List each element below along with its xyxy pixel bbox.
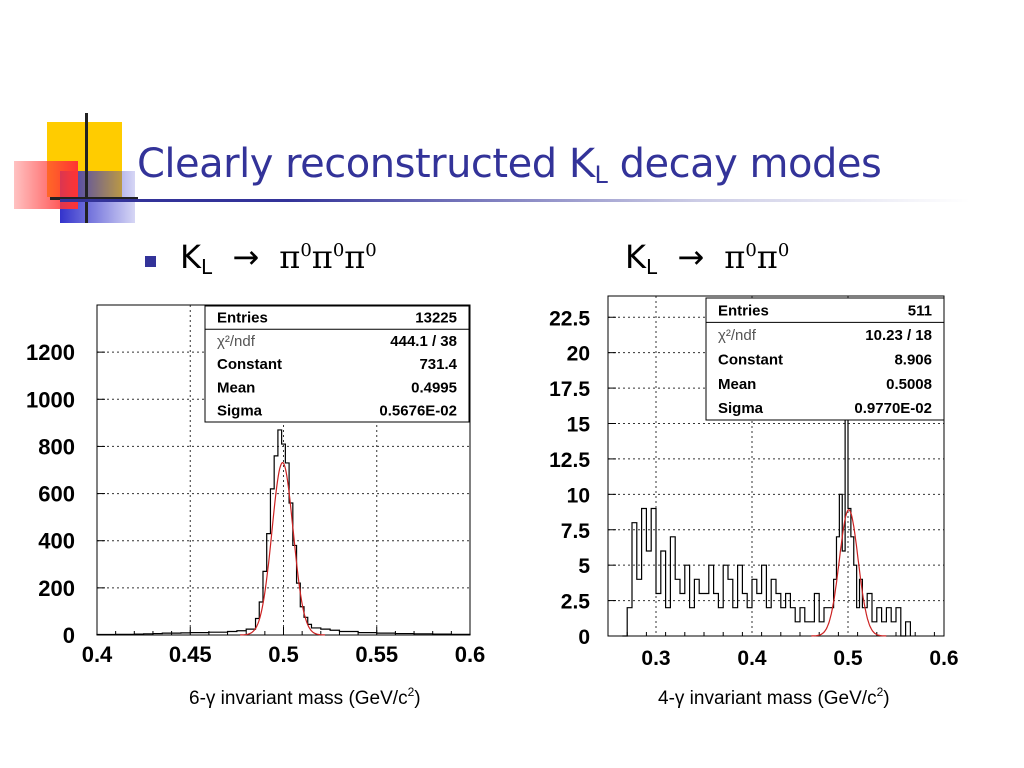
y-tick-label: 800	[38, 434, 75, 459]
y-tick-label: 600	[38, 482, 75, 507]
gaussian-fit-curve	[240, 461, 325, 636]
histogram-bins	[96, 429, 471, 636]
stats-label: Sigma	[217, 403, 263, 420]
stats-box	[204, 305, 470, 423]
histogram-bins	[622, 380, 911, 637]
bullet-marker	[145, 256, 156, 267]
stats-value: 10.23 / 18	[865, 327, 932, 344]
y-tick-label: 1200	[26, 340, 75, 365]
y-tick-label: 5	[578, 555, 590, 578]
stats-value: 731.4	[419, 356, 457, 373]
stats-label: χ²/ndf	[217, 333, 256, 350]
x-tick-label: 0.5	[833, 647, 863, 670]
decor-horizontal-line	[50, 197, 138, 200]
right-x-axis-caption: 4-γ invariant mass (GeV/c2)	[658, 685, 890, 709]
plot-frame	[607, 295, 945, 637]
y-tick-label: 400	[38, 529, 75, 554]
stats-value: 8.906	[894, 351, 932, 368]
y-tick-label: 0	[578, 626, 590, 649]
y-tick-label: 1000	[26, 387, 75, 412]
stats-box	[705, 297, 945, 421]
x-tick-label: 0.6	[929, 647, 958, 670]
y-tick-label: 15	[567, 414, 591, 437]
x-tick-label: 0.55	[355, 642, 398, 667]
stats-value: 444.1 / 38	[390, 333, 457, 350]
left-decay-heading: KL → π0π0π0	[180, 238, 377, 279]
x-tick-label: 0.5	[268, 642, 299, 667]
y-tick-label: 7.5	[561, 520, 591, 543]
y-tick-label: 0	[63, 623, 75, 648]
histogram-left: 0.4 0.45 0.5 0.55 0.6 0 200 400 600 800 1000 1200 En…	[26, 304, 486, 667]
y-tick-label: 17.5	[549, 378, 590, 401]
y-tick-label: 12.5	[549, 449, 590, 472]
stats-label: χ²/ndf	[718, 327, 757, 344]
left-x-axis-caption: 6-γ invariant mass (GeV/c2)	[189, 685, 421, 709]
decor-vertical-line	[85, 113, 88, 223]
stats-value: 13225	[415, 310, 457, 327]
y-tick-label: 2.5	[561, 591, 591, 614]
gaussian-fit-curve	[811, 509, 887, 637]
stats-label: Sigma	[718, 400, 764, 417]
y-tick-label: 22.5	[549, 307, 590, 330]
stats-label: Entries	[217, 310, 268, 327]
stats-value: 0.4995	[411, 379, 457, 396]
y-tick-label: 20	[567, 343, 590, 366]
right-decay-heading: KL → π0π0	[625, 238, 790, 279]
x-tick-label: 0.3	[641, 647, 670, 670]
y-tick-label: 10	[567, 484, 590, 507]
x-tick-label: 0.4	[737, 647, 767, 670]
x-tick-label: 0.6	[455, 642, 486, 667]
stats-value: 0.9770E-02	[854, 400, 932, 417]
stats-label: Mean	[718, 376, 756, 393]
histogram-right: 0.3 0.4 0.5 0.6 0 2.5 5 7.5 10 12.5 15 17.5 20 22.5 En…	[549, 295, 959, 670]
stats-label: Constant	[217, 356, 282, 373]
y-tick-label: 200	[38, 576, 75, 601]
stats-label: Entries	[718, 303, 769, 320]
slide-title: Clearly reconstructed KL decay modes	[137, 141, 882, 189]
stats-value: 0.5676E-02	[379, 403, 457, 420]
title-underline	[60, 199, 970, 202]
stats-label: Mean	[217, 379, 255, 396]
stats-value: 511	[908, 303, 932, 320]
x-tick-label: 0.45	[169, 642, 212, 667]
stats-value: 0.5008	[886, 376, 932, 393]
stats-label: Constant	[718, 351, 783, 368]
x-tick-label: 0.4	[82, 642, 113, 667]
